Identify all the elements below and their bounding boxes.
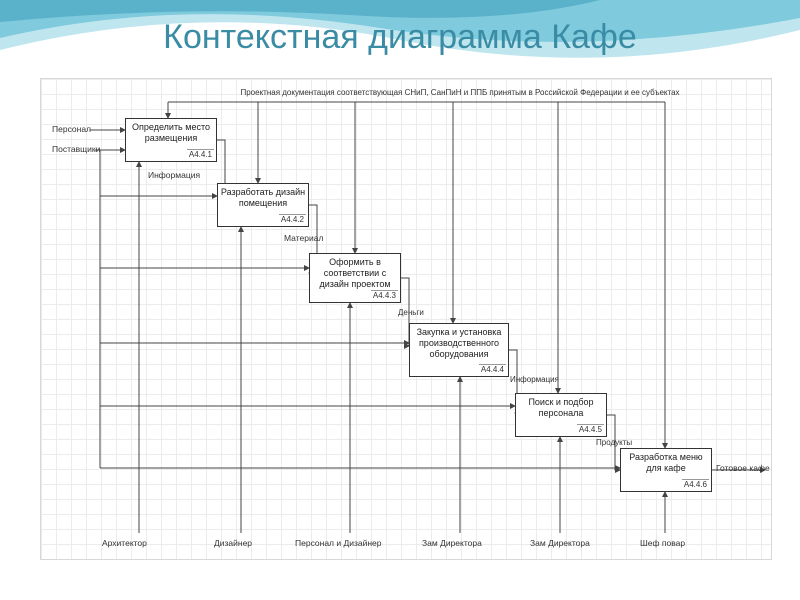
bottom-label-5: Шеф повар (640, 538, 685, 548)
node-n1: Определить место размещения А4.4.1 (125, 118, 217, 162)
node-n4: Закупка и установка производственного об… (409, 323, 509, 377)
node-code: А4.4.5 (577, 424, 604, 435)
node-label: Оформить в соответствии с дизайн проекто… (312, 257, 398, 289)
node-label: Закупка и установка производственного об… (412, 327, 506, 359)
mid-label-4: Продукты (596, 438, 632, 447)
node-n2: Разработать дизайн помещения А4.4.2 (217, 183, 309, 227)
node-code: А4.4.6 (682, 479, 709, 490)
mid-label-1: Материал (284, 233, 323, 243)
input-label-1: Поставщики (52, 144, 100, 154)
bottom-label-4: Зам Директора (530, 538, 590, 548)
node-label: Поиск и подбор персонала (518, 397, 604, 419)
node-n6: Разработка меню для кафе А4.4.6 (620, 448, 712, 492)
output-label: Готовое кафе (716, 463, 770, 473)
mid-label-3: Информация (510, 375, 559, 384)
node-n3: Оформить в соответствии с дизайн проекто… (309, 253, 401, 303)
node-code: А4.4.3 (371, 290, 398, 301)
node-code: А4.4.1 (187, 149, 214, 160)
input-label-0: Персонал (52, 124, 91, 134)
bottom-label-0: Архитектор (102, 538, 147, 548)
page-title: Контекстная диаграмма Кафе (0, 18, 800, 57)
mid-label-2: Деньги (398, 308, 424, 317)
bottom-label-3: Зам Директора (422, 538, 482, 548)
top-header-label: Проектная документация соответствующая С… (190, 88, 730, 97)
node-label: Разработать дизайн помещения (220, 187, 306, 209)
node-label: Определить место размещения (128, 122, 214, 144)
mid-label-0: Информация (148, 170, 200, 180)
bottom-label-2: Персонал и Дизайнер (295, 538, 382, 548)
node-label: Разработка меню для кафе (623, 452, 709, 474)
node-code: А4.4.2 (279, 214, 306, 225)
diagram-area: Проектная документация соответствующая С… (40, 78, 770, 558)
node-n5: Поиск и подбор персонала А4.4.5 (515, 393, 607, 437)
bottom-label-1: Дизайнер (214, 538, 252, 548)
node-code: А4.4.4 (479, 364, 506, 375)
